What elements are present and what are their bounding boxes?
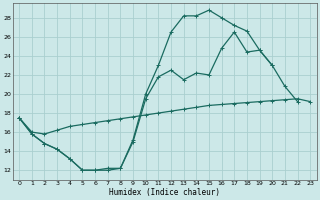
X-axis label: Humidex (Indice chaleur): Humidex (Indice chaleur) <box>109 188 220 197</box>
